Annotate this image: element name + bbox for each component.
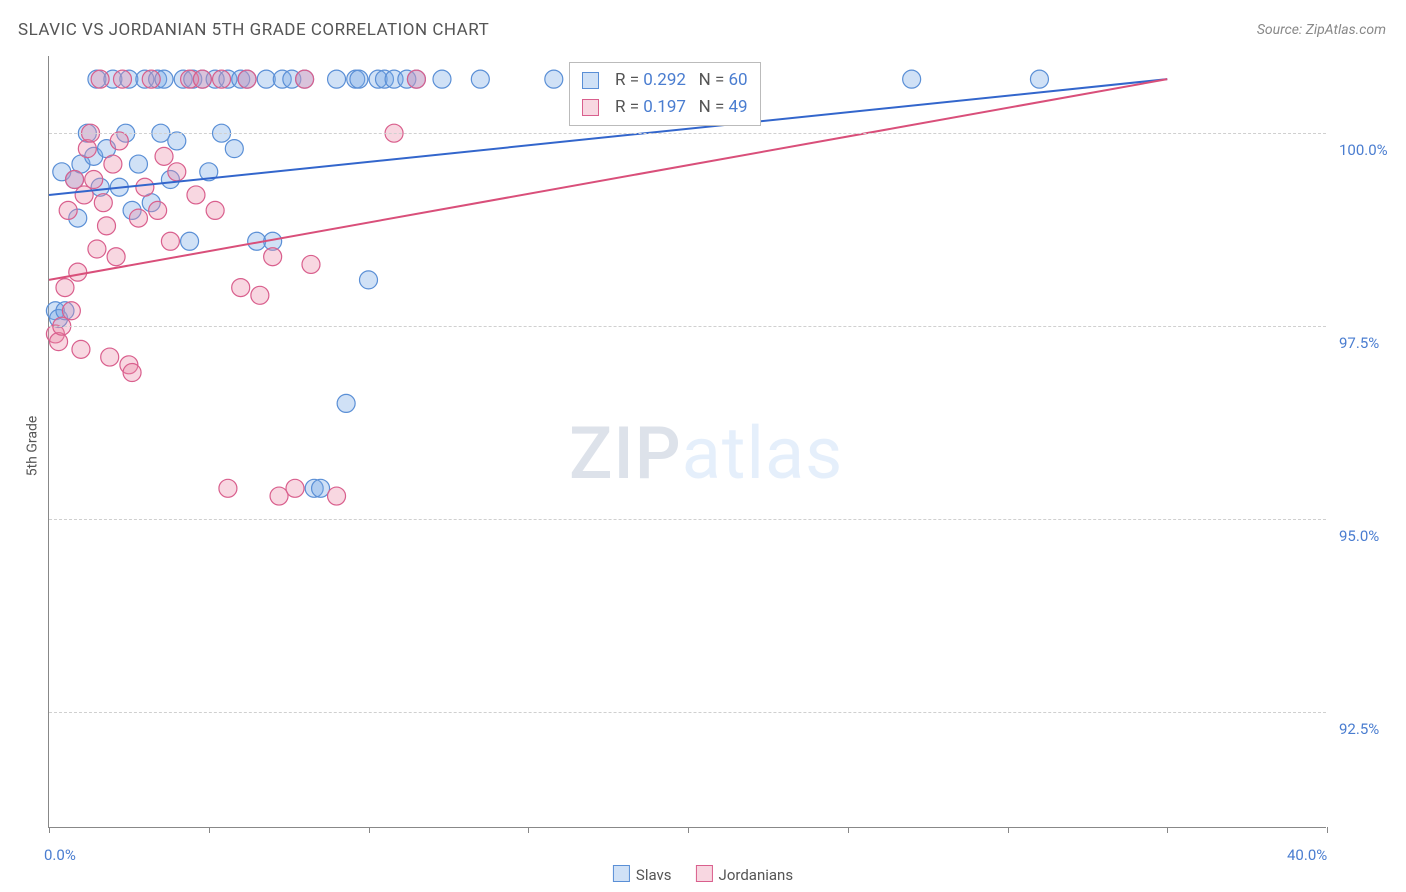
legend-item-jordanians: Jordanians (696, 865, 794, 884)
data-point (286, 479, 304, 497)
data-point (94, 194, 112, 212)
data-point (232, 279, 250, 297)
data-point (296, 70, 314, 88)
data-point (238, 70, 256, 88)
data-point (75, 186, 93, 204)
data-point (85, 171, 103, 189)
gridline (49, 326, 1326, 327)
y-tick-label: 95.0% (1339, 527, 1379, 545)
stats-text: R = 0.292 N = 60 (615, 67, 748, 94)
stats-row: R = 0.197 N = 49 (582, 94, 748, 121)
x-tick (1008, 827, 1009, 833)
x-tick (1167, 827, 1168, 833)
source-credit: Source: ZipAtlas.com (1257, 22, 1386, 38)
data-point (78, 140, 96, 158)
x-tick (848, 827, 849, 833)
data-point (187, 186, 205, 204)
gridline (49, 712, 1326, 713)
data-point (113, 70, 131, 88)
legend-label-slavs: Slavs (636, 866, 672, 884)
legend-item-slavs: Slavs (613, 865, 672, 884)
x-tick-label: 40.0% (1287, 846, 1327, 864)
data-point (104, 155, 122, 173)
data-point (72, 340, 90, 358)
x-tick (688, 827, 689, 833)
data-point (149, 201, 167, 219)
legend-swatch-slavs (613, 865, 630, 882)
data-point (225, 140, 243, 158)
data-point (62, 302, 80, 320)
data-point (350, 70, 368, 88)
data-point (161, 232, 179, 250)
stats-swatch (582, 99, 599, 116)
data-point (251, 286, 269, 304)
data-point (98, 217, 116, 235)
data-point (136, 178, 154, 196)
legend: Slavs Jordanians (613, 865, 793, 884)
data-point (257, 70, 275, 88)
data-point (360, 271, 378, 289)
data-point (129, 209, 147, 227)
y-tick-label: 100.0% (1339, 141, 1388, 159)
data-point (107, 248, 125, 266)
stats-text: R = 0.197 N = 49 (615, 94, 748, 121)
y-tick-label: 92.5% (1339, 720, 1379, 738)
data-point (110, 132, 128, 150)
data-point (101, 348, 119, 366)
stats-box: R = 0.292 N = 60R = 0.197 N = 49 (569, 62, 761, 126)
stats-swatch (582, 72, 599, 89)
x-tick (209, 827, 210, 833)
data-point (433, 70, 451, 88)
data-point (66, 171, 84, 189)
data-point (264, 248, 282, 266)
data-point (168, 132, 186, 150)
data-point (56, 279, 74, 297)
data-point (545, 70, 563, 88)
x-tick-label: 0.0% (44, 846, 76, 864)
data-point (88, 240, 106, 258)
stats-row: R = 0.292 N = 60 (582, 67, 748, 94)
data-point (1030, 70, 1048, 88)
data-point (91, 70, 109, 88)
data-point (206, 201, 224, 219)
gridline (49, 519, 1326, 520)
data-point (407, 70, 425, 88)
data-point (270, 487, 288, 505)
legend-label-jordanians: Jordanians (719, 866, 794, 884)
data-point (142, 70, 160, 88)
plot-area: ZIPatlas 92.5%95.0%97.5%100.0%0.0%40.0%R… (48, 56, 1326, 828)
data-point (123, 364, 141, 382)
data-point (168, 163, 186, 181)
data-point (903, 70, 921, 88)
data-point (69, 263, 87, 281)
data-point (129, 155, 147, 173)
legend-swatch-jordanians (696, 865, 713, 882)
data-point (337, 394, 355, 412)
x-tick (49, 827, 50, 833)
x-tick (1327, 827, 1328, 833)
y-tick-label: 97.5% (1339, 334, 1379, 352)
data-point (219, 479, 237, 497)
data-point (155, 147, 173, 165)
data-point (328, 487, 346, 505)
x-tick (528, 827, 529, 833)
data-point (312, 479, 330, 497)
gridline (49, 133, 1326, 134)
data-point (302, 255, 320, 273)
data-point (471, 70, 489, 88)
data-point (213, 70, 231, 88)
chart-title: SLAVIC VS JORDANIAN 5TH GRADE CORRELATIO… (18, 20, 489, 40)
y-axis-label: 5th Grade (24, 416, 40, 477)
x-tick (369, 827, 370, 833)
data-point (328, 70, 346, 88)
data-point (50, 333, 68, 351)
data-point (193, 70, 211, 88)
data-point (59, 201, 77, 219)
data-point (181, 232, 199, 250)
